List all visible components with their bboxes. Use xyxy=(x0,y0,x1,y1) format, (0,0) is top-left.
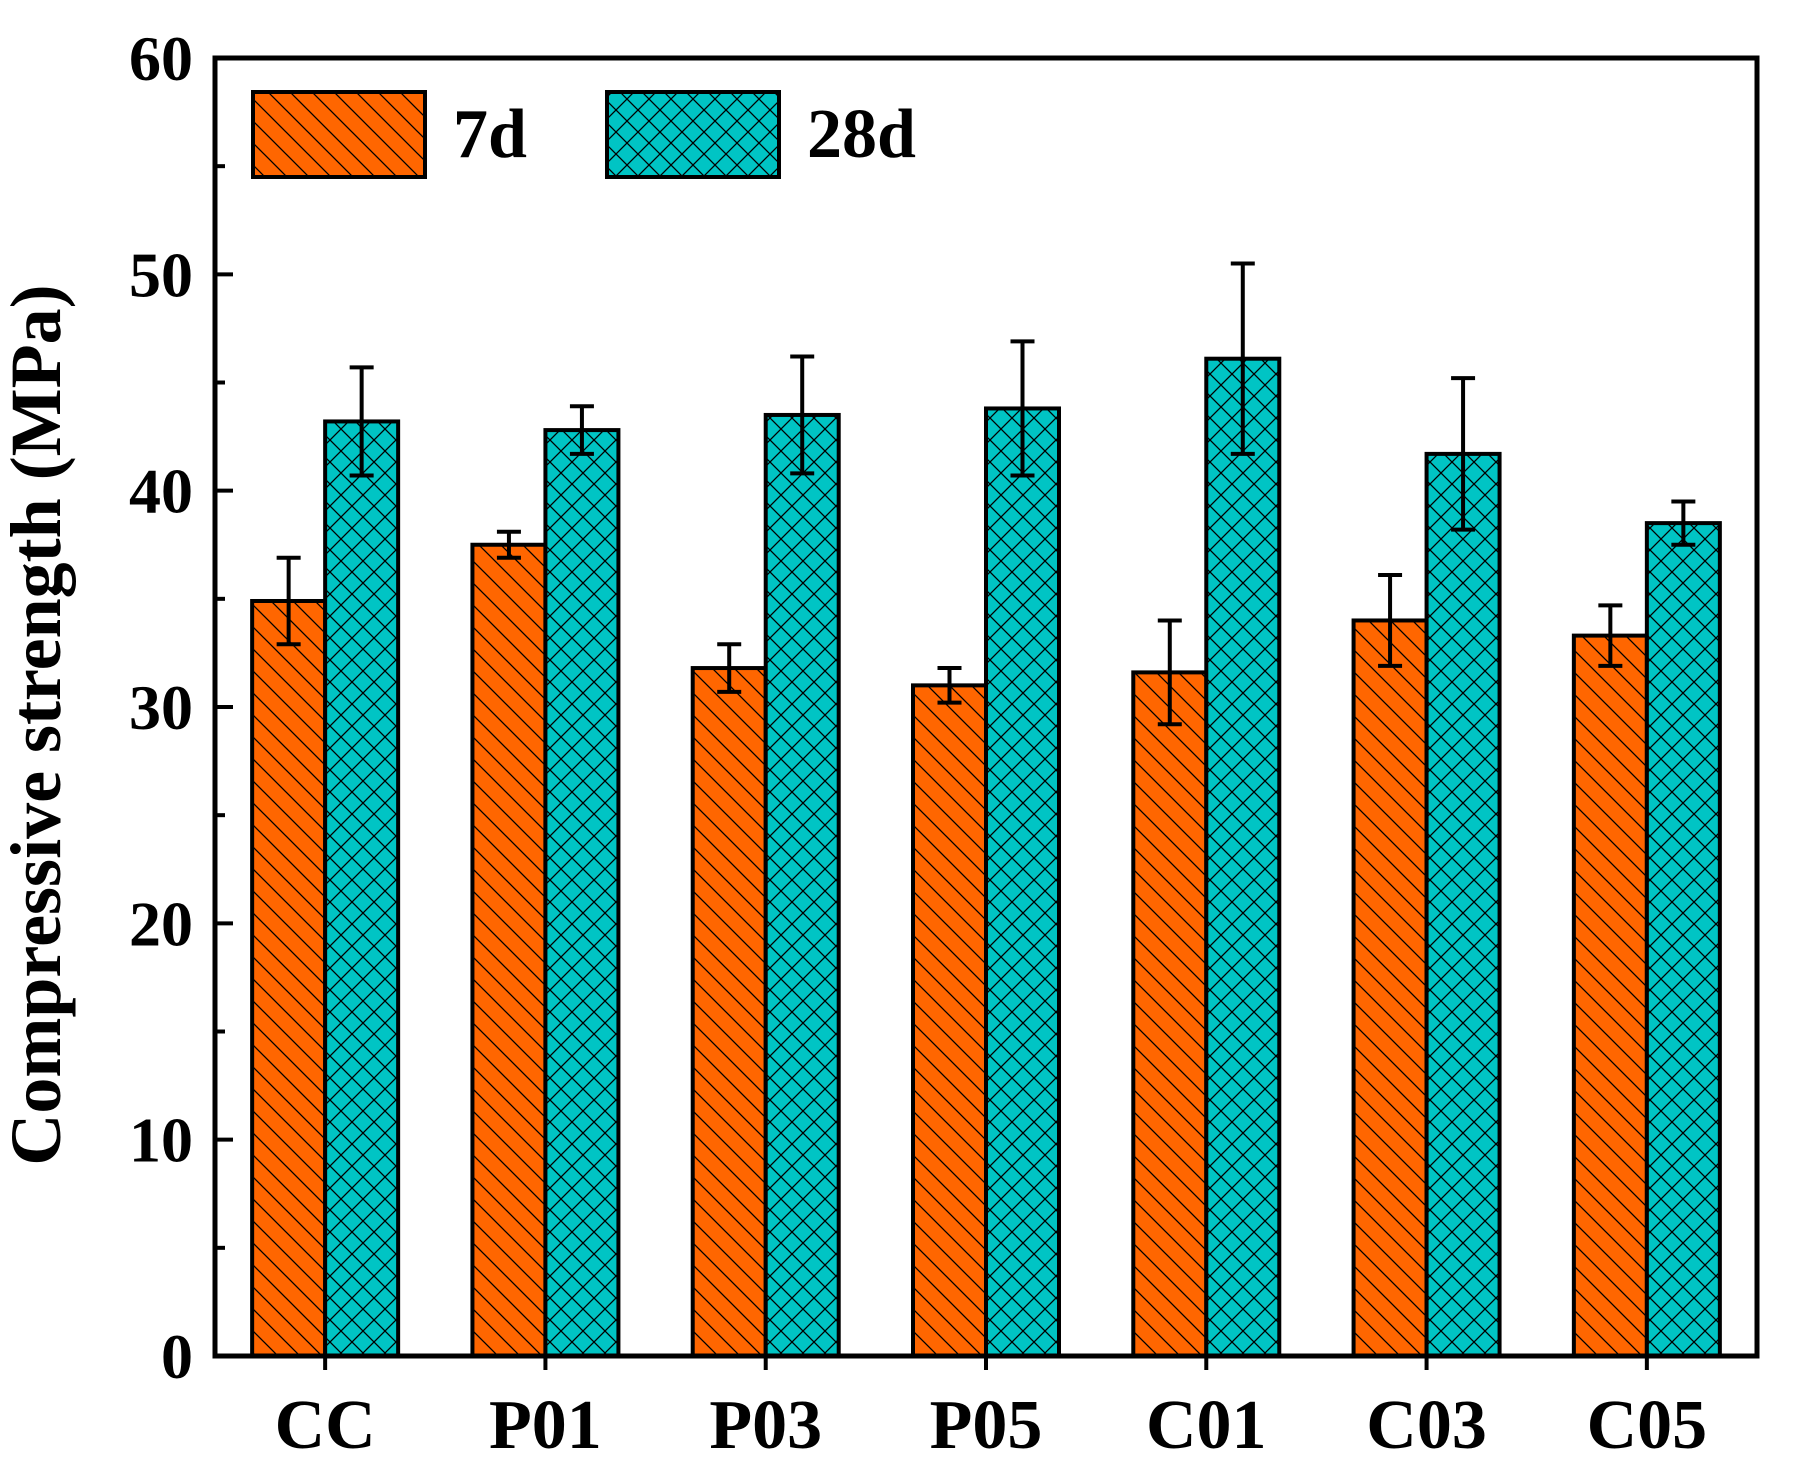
bar-hatch-p03-28d xyxy=(763,412,841,1358)
bar-hatch-c01-28d xyxy=(1204,356,1282,1359)
x-tick-label-c03: C03 xyxy=(1366,1387,1487,1464)
x-tick-label-cc: CC xyxy=(275,1387,376,1464)
bar-hatch-p05-7d xyxy=(911,683,988,1358)
legend-item-7d: 7d xyxy=(251,90,527,179)
bars-layer xyxy=(250,356,1722,1359)
bar-hatch-p05-28d xyxy=(984,406,1061,1358)
y-tick-label-0: 0 xyxy=(161,1321,193,1392)
legend-label-28d: 28d xyxy=(807,96,916,173)
bar-hatch-c01-7d xyxy=(1131,670,1209,1358)
bar-hatch-cc-7d xyxy=(250,598,328,1358)
bar-hatch-p01-7d xyxy=(470,542,548,1358)
legend-label-7d: 7d xyxy=(453,96,527,173)
y-tick-label-50: 50 xyxy=(129,239,193,310)
x-axis: CC P01 P03 P05 C01 C03 C05 xyxy=(275,1356,1708,1464)
bar-hatch-c05-28d xyxy=(1644,521,1722,1358)
bar-hatch-c03-7d xyxy=(1351,618,1429,1358)
bar-hatch-p01-28d xyxy=(543,428,621,1358)
bar-hatch-cc-28d xyxy=(323,419,401,1358)
bar-hatch-c05-7d xyxy=(1571,633,1649,1358)
x-tick-label-c05: C05 xyxy=(1587,1387,1708,1464)
y-tick-label-20: 20 xyxy=(129,888,193,959)
x-tick-label-p05: P05 xyxy=(930,1387,1043,1464)
bar-hatch-p03-7d xyxy=(690,666,768,1358)
legend-item-28d: 28d xyxy=(605,90,916,179)
legend: 7d 28d xyxy=(251,90,916,179)
x-tick-label-p03: P03 xyxy=(709,1387,822,1464)
y-tick-label-10: 10 xyxy=(129,1105,193,1176)
bar-hatch-c03-28d xyxy=(1424,451,1502,1358)
errorbars-layer xyxy=(276,261,1696,727)
y-axis-title: Compressive strength (MPa) xyxy=(0,284,76,1165)
x-tick-label-c01: C01 xyxy=(1146,1387,1267,1464)
y-tick-label-60: 60 xyxy=(129,23,193,94)
y-tick-label-30: 30 xyxy=(129,672,193,743)
x-tick-label-p01: P01 xyxy=(489,1387,602,1464)
legend-swatch-28d-hatch xyxy=(607,92,779,177)
y-axis: 0 10 20 30 40 50 60 xyxy=(129,23,233,1392)
legend-swatch-7d-hatch xyxy=(253,92,425,177)
y-tick-label-40: 40 xyxy=(129,456,193,527)
